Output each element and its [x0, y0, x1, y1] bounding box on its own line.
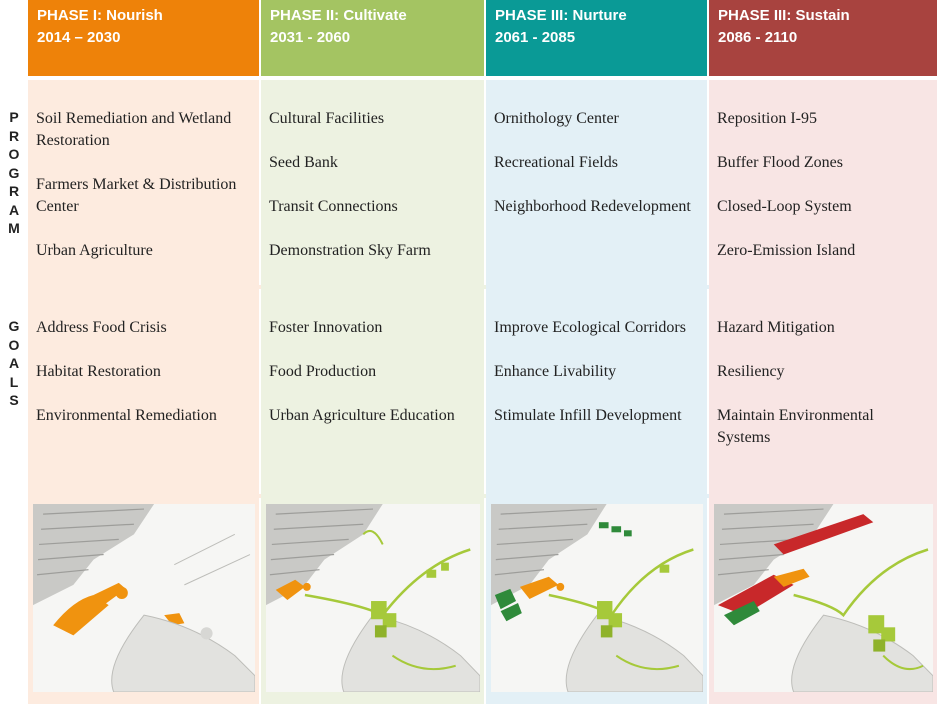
goal-item: Foster Innovation: [269, 319, 383, 336]
site-plan-map-image: [266, 504, 480, 692]
program-letter: A: [8, 201, 20, 218]
goals-letter: S: [9, 392, 19, 408]
goals-cell-phase-2: Foster Innovation Food Production Urban …: [261, 289, 486, 494]
program-item: Closed-Loop System: [717, 198, 852, 215]
phase-2-header: PHASE II: Cultivate 2031 - 2060: [261, 0, 486, 76]
goals-letter: G: [8, 318, 20, 334]
goal-item: Food Production: [269, 363, 377, 380]
goal-item: Environmental Remediation: [36, 407, 217, 424]
site-plan-map-image: [714, 504, 933, 692]
spacer: [709, 76, 937, 80]
program-cell-phase-1: Soil Remediation and Wetland Restoration…: [28, 80, 261, 285]
phase-1-title: PHASE I: Nourish: [37, 7, 163, 24]
program-letter: G: [8, 164, 20, 181]
goals-cell-phase-3: Improve Ecological Corridors Enhance Liv…: [486, 289, 709, 494]
goals-letter: O: [8, 336, 20, 353]
phase-3-map: [486, 498, 709, 704]
spacer: [261, 494, 486, 498]
program-item: Soil Remediation and Wetland Restoration: [36, 110, 232, 149]
phase-2-title: PHASE II: Cultivate: [270, 7, 407, 24]
program-letter: R: [8, 183, 20, 199]
program-cell-phase-4: Reposition I-95 Buffer Flood Zones Close…: [709, 80, 937, 285]
spacer: [261, 76, 486, 80]
program-row-label: P R O G R A M: [0, 80, 28, 285]
program-item: Zero-Emission Island: [717, 242, 856, 259]
corner-cell: [0, 0, 28, 76]
goals-letter: A: [8, 355, 20, 371]
program-letter: O: [8, 146, 20, 162]
goals-cell-phase-4: Hazard Mitigation Resiliency Maintain En…: [709, 289, 937, 494]
goal-item: Address Food Crisis: [36, 319, 167, 336]
spacer: [709, 285, 937, 289]
program-item: Demonstration Sky Farm: [269, 242, 431, 259]
goal-item: Improve Ecological Corridors: [494, 319, 686, 336]
spacer: [261, 285, 486, 289]
goal-item: Habitat Restoration: [36, 363, 161, 380]
phase-2-years: 2031 - 2060: [270, 29, 351, 46]
goals-letter: L: [9, 373, 19, 390]
program-item: Seed Bank: [269, 154, 338, 171]
program-item: Transit Connections: [269, 198, 398, 215]
goal-item: Enhance Livability: [494, 363, 617, 380]
spacer: [0, 285, 28, 289]
phase-3-title: PHASE III: Nurture: [495, 7, 627, 24]
spacer: [28, 494, 261, 498]
phase-4-header: PHASE III: Sustain 2086 - 2110: [709, 0, 937, 76]
spacer: [486, 494, 709, 498]
goal-item: Stimulate Infill Development: [494, 407, 682, 424]
program-item: Neighborhood Redevelopment: [494, 198, 691, 215]
goal-item: Hazard Mitigation: [717, 319, 835, 336]
goals-cell-phase-1: Address Food Crisis Habitat Restoration …: [28, 289, 261, 494]
spacer: [28, 76, 261, 80]
spacer: [28, 285, 261, 289]
phase-1-header: PHASE I: Nourish 2014 – 2030: [28, 0, 261, 76]
program-item: Urban Agriculture: [36, 242, 153, 259]
program-item: Farmers Market & Distribution Center: [36, 176, 237, 215]
phase-3-header: PHASE III: Nurture 2061 - 2085: [486, 0, 709, 76]
site-plan-map-image: [491, 504, 703, 692]
program-letter: P: [9, 109, 19, 125]
phase-1-years: 2014 – 2030: [37, 29, 121, 46]
program-item: Ornithology Center: [494, 110, 619, 127]
program-cell-phase-3: Ornithology Center Recreational Fields N…: [486, 80, 709, 285]
spacer: [486, 285, 709, 289]
phase-1-map: [28, 498, 261, 704]
phase-2-map: [261, 498, 486, 704]
spacer: [486, 76, 709, 80]
spacer: [0, 494, 28, 498]
goal-item: Resiliency: [717, 363, 785, 380]
image-row-label: [0, 498, 28, 704]
program-item: Reposition I-95: [717, 110, 817, 127]
goal-item: Maintain Environmental Systems: [717, 407, 874, 446]
program-item: Buffer Flood Zones: [717, 154, 843, 171]
phase-4-title: PHASE III: Sustain: [718, 7, 850, 24]
site-plan-map-image: [33, 504, 255, 692]
goal-item: Urban Agriculture Education: [269, 407, 455, 424]
goals-row-label: G O A L S: [0, 289, 28, 494]
spacer: [709, 494, 937, 498]
program-letter: R: [8, 127, 20, 144]
phase-4-map: [709, 498, 937, 704]
phase-4-years: 2086 - 2110: [718, 29, 798, 46]
program-cell-phase-2: Cultural Facilities Seed Bank Transit Co…: [261, 80, 486, 285]
phase-3-years: 2061 - 2085: [495, 29, 576, 46]
program-item: Cultural Facilities: [269, 110, 385, 127]
program-item: Recreational Fields: [494, 154, 618, 171]
spacer: [0, 76, 28, 80]
program-letter: M: [8, 220, 20, 236]
